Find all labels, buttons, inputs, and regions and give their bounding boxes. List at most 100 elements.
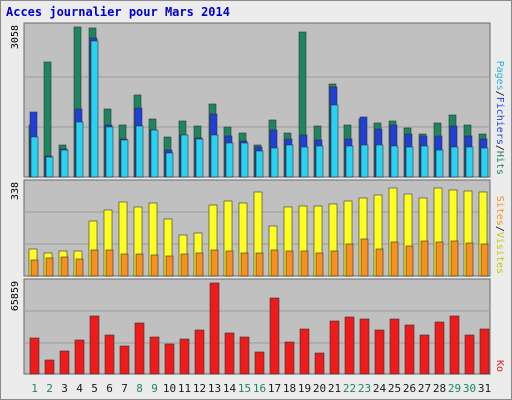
bar-pages-day-1 <box>30 136 39 178</box>
bar-pages-day-24 <box>375 144 384 178</box>
bar-kb-day-5 <box>89 315 100 375</box>
x-tick-label-day-17: 17 <box>268 382 281 395</box>
legend-visits: Visites <box>494 232 505 274</box>
bar-pages-day-20 <box>315 145 324 178</box>
bar-sites-day-1 <box>30 259 39 277</box>
bar-pages-day-8 <box>135 125 144 178</box>
x-tick-label-day-14: 14 <box>223 382 237 395</box>
bar-kb-day-23 <box>359 318 370 375</box>
x-tick-label-day-16: 16 <box>253 382 266 395</box>
bar-pages-day-16 <box>255 150 264 178</box>
x-tick-label-day-25: 25 <box>388 382 401 395</box>
bar-sites-day-30 <box>465 242 474 277</box>
bar-sites-day-25 <box>390 241 399 277</box>
bar-pages-day-2 <box>45 156 54 178</box>
bar-pages-day-14 <box>225 142 234 178</box>
bar-kb-day-4 <box>74 339 85 375</box>
bar-pages-day-19 <box>300 146 309 178</box>
bar-pages-day-4 <box>75 121 84 178</box>
x-tick-label-day-20: 20 <box>313 382 326 395</box>
bar-sites-day-23 <box>360 238 369 277</box>
x-tick-label-day-8: 8 <box>136 382 143 395</box>
bar-kb-day-6 <box>104 334 115 375</box>
bar-kb-day-7 <box>119 345 130 375</box>
bar-kb-day-28 <box>434 321 445 375</box>
bar-sites-day-8 <box>135 253 144 277</box>
bar-kb-day-20 <box>314 352 325 375</box>
bar-sites-day-6 <box>105 249 114 277</box>
bar-pages-day-25 <box>390 145 399 178</box>
bar-sites-day-24 <box>375 248 384 277</box>
bar-pages-day-29 <box>450 146 459 178</box>
legend-separator: / <box>494 91 505 97</box>
bar-kb-day-25 <box>389 318 400 375</box>
bar-kb-day-3 <box>59 350 70 375</box>
legend-hits: Hits <box>494 151 505 175</box>
bar-pages-day-21 <box>330 104 339 178</box>
bar-sites-day-10 <box>165 255 174 277</box>
bar-kb-day-16 <box>254 351 265 375</box>
bar-sites-day-13 <box>210 249 219 277</box>
x-tick-label-day-2: 2 <box>46 382 53 395</box>
bar-sites-day-26 <box>405 245 414 277</box>
x-tick-label-day-11: 11 <box>178 382 191 395</box>
legend-hits-files-pages: Pages/Fichiers/Hits <box>494 61 505 175</box>
bar-pages-day-27 <box>420 145 429 178</box>
x-tick-label-day-3: 3 <box>61 382 68 395</box>
x-tick-label-day-27: 27 <box>418 382 431 395</box>
bar-sites-day-17 <box>270 249 279 277</box>
bar-sites-day-20 <box>315 252 324 277</box>
chart-title: Acces journalier pour Mars 2014 <box>6 5 230 19</box>
bar-kb-day-8 <box>134 322 145 375</box>
legend-separator: / <box>494 226 505 232</box>
bar-pages-day-9 <box>150 129 159 178</box>
bar-kb-day-19 <box>299 328 310 375</box>
bar-sites-day-31 <box>480 243 489 277</box>
bar-pages-day-17 <box>270 147 279 178</box>
bar-kb-day-18 <box>284 341 295 375</box>
bar-kb-day-9 <box>149 336 160 375</box>
x-tick-label-day-29: 29 <box>448 382 461 395</box>
x-tick-label-day-19: 19 <box>298 382 311 395</box>
bar-pages-day-11 <box>180 134 189 178</box>
y-max-label-kb: 65859 <box>10 281 21 311</box>
bar-sites-day-22 <box>345 243 354 277</box>
bar-kb-day-21 <box>329 320 340 375</box>
bar-sites-day-9 <box>150 254 159 277</box>
x-tick-label-day-31: 31 <box>478 382 491 395</box>
bar-pages-day-15 <box>240 142 249 178</box>
bar-pages-day-7 <box>120 139 129 178</box>
bar-kb-day-1 <box>29 337 40 375</box>
bar-pages-day-12 <box>195 138 204 178</box>
bar-pages-day-30 <box>465 146 474 178</box>
bar-sites-day-15 <box>240 252 249 277</box>
bar-pages-day-18 <box>285 144 294 178</box>
x-tick-label-day-6: 6 <box>106 382 113 395</box>
x-tick-label-day-30: 30 <box>463 382 476 395</box>
x-tick-label-day-4: 4 <box>76 382 83 395</box>
bar-kb-day-10 <box>164 343 175 375</box>
bar-pages-day-22 <box>345 145 354 178</box>
bar-sites-day-14 <box>225 250 234 277</box>
bar-pages-day-6 <box>105 126 114 178</box>
bar-kb-day-14 <box>224 332 235 375</box>
x-tick-label-day-23: 23 <box>358 382 371 395</box>
x-tick-label-day-22: 22 <box>343 382 356 395</box>
x-tick-label-day-5: 5 <box>91 382 98 395</box>
bar-kb-day-30 <box>464 334 475 375</box>
bar-kb-day-17 <box>269 297 280 375</box>
bar-kb-day-31 <box>479 328 490 375</box>
bar-kb-day-2 <box>44 359 55 375</box>
y-max-label-visits-sites: 338 <box>10 182 21 200</box>
x-tick-label-day-1: 1 <box>31 382 38 395</box>
bar-sites-day-19 <box>300 250 309 277</box>
bar-sites-day-7 <box>120 253 129 277</box>
bar-kb-day-27 <box>419 334 430 375</box>
x-tick-label-day-13: 13 <box>208 382 221 395</box>
bar-sites-day-16 <box>255 252 264 277</box>
bar-sites-day-11 <box>180 253 189 277</box>
bar-sites-day-29 <box>450 240 459 277</box>
bar-pages-day-3 <box>60 149 69 178</box>
bar-kb-day-24 <box>374 329 385 375</box>
